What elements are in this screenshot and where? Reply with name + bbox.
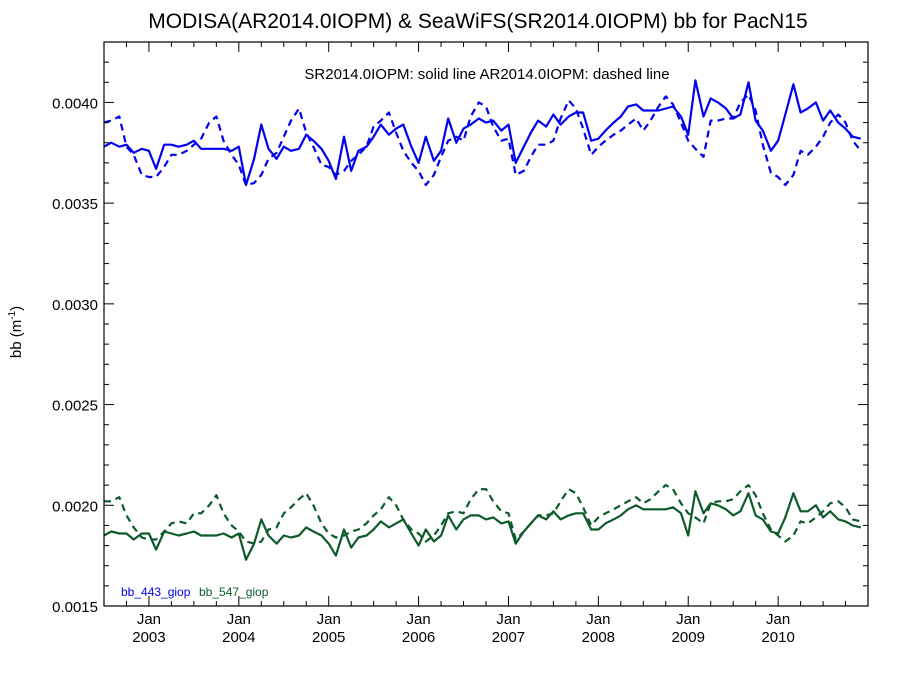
y-axis-label-superscript: -1 [7,310,18,319]
y-axis-label-main: bb (m [8,320,25,358]
x-tick-label-year: 2004 [222,629,255,646]
series-line-2 [103,490,862,561]
axes-layer [103,41,869,607]
x-tick-label-year: 2008 [582,629,615,646]
chart-title: MODISA(AR2014.0IOPM) & SeaWiFS(SR2014.0I… [148,10,807,33]
x-tick-label-month: Jan [676,611,700,628]
x-tick-label-year: 2009 [672,629,705,646]
y-axis-label-close: ) [8,306,25,311]
x-tick-label-year: 2010 [761,629,794,646]
x-tick-label-month: Jan [227,611,251,628]
x-tick-label-month: Jan [766,611,790,628]
y-tick-label: 0.0025 [52,398,98,415]
y-tick-labels: 0.0015 0.0020 0.0025 0.0030 0.0035 0.0040 [52,95,98,616]
legend-entry: bb_547_giop [199,585,269,599]
legend-entry: bb_443_giop [121,585,191,599]
y-tick-label: 0.0030 [52,297,98,314]
x-tick-label-month: Jan [406,611,430,628]
series-line-0 [103,79,862,187]
series-line-3 [104,484,862,545]
series-layer [103,79,862,561]
x-tick-label-month: Jan [496,611,520,628]
svg-text:bb (m-1): bb (m-1) [7,306,25,358]
y-tick-label: 0.0015 [52,599,98,616]
x-tick-label-month: Jan [586,611,610,628]
x-tick-label-year: 2003 [132,629,165,646]
y-tick-label: 0.0035 [52,196,98,213]
x-tick-label-month: Jan [317,611,341,628]
x-tick-label-year: 2006 [402,629,435,646]
legend: bb_443_giop bb_547_giop [121,585,269,599]
line-style-annotation: SR2014.0IOPM: solid line AR2014.0IOPM: d… [304,66,669,83]
series-line-1 [103,93,862,187]
y-tick-label: 0.0020 [52,498,98,515]
x-tick-label-year: 2007 [492,629,525,646]
y-tick-label: 0.0040 [52,95,98,112]
x-tick-labels: Jan2003Jan2004Jan2005Jan2006Jan2007Jan20… [132,611,795,646]
x-tick-label-year: 2005 [312,629,345,646]
x-tick-label-month: Jan [137,611,161,628]
y-axis-label: bb (m-1) [7,306,25,358]
